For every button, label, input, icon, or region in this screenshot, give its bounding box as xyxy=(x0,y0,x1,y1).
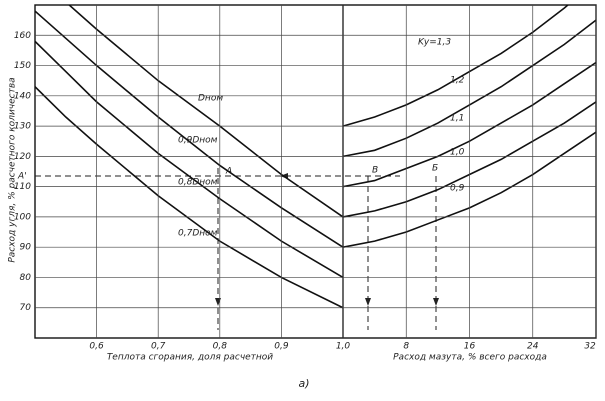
y-tick-label: 140 xyxy=(14,91,31,101)
y-tick-label: 100 xyxy=(14,212,31,222)
curve-label: 1,1 xyxy=(450,114,464,124)
curve-label: 0,9Dном xyxy=(178,136,218,146)
x-tick-label: 32 xyxy=(584,342,596,352)
x-axis-label: Теплота сгорания, доля расчетной xyxy=(107,353,273,363)
caption: а) xyxy=(298,377,309,390)
plot-area xyxy=(35,5,596,309)
curve xyxy=(35,40,344,279)
x-tick-label: 0,7 xyxy=(151,342,166,352)
annotation: В xyxy=(372,166,378,176)
curve-label: 0,7Dном xyxy=(178,229,218,239)
arrow xyxy=(215,173,439,306)
plot-frame xyxy=(34,4,597,339)
curve-label: 0,9 xyxy=(450,184,465,194)
x-tick-label: 0,6 xyxy=(89,342,104,352)
x-axis-label: Расход мазута, % всего расхода xyxy=(393,353,547,363)
curve xyxy=(35,86,344,309)
y-tick-label: 110 xyxy=(14,182,31,192)
curve-label: Kу=1,3 xyxy=(418,38,451,48)
y-tick-label: 80 xyxy=(20,273,32,283)
curve-label: 1,0 xyxy=(450,148,465,158)
annotation: Б xyxy=(432,164,438,174)
x-tick-label: 1,0 xyxy=(336,342,351,352)
y-tick-label: 150 xyxy=(14,61,31,71)
y-tick-label: 90 xyxy=(20,243,32,253)
curve-label: Dном xyxy=(198,94,223,104)
curve-label: 0,8Dном xyxy=(178,178,218,188)
y-tick-label: 70 xyxy=(20,303,32,313)
curve xyxy=(35,10,344,248)
x-tick-label: 24 xyxy=(527,342,539,352)
y-tick-label: 130 xyxy=(14,122,31,132)
curve-label: 1,2 xyxy=(450,76,465,86)
x-tick-label: 16 xyxy=(464,342,476,352)
x-tick-label: 0,8 xyxy=(213,342,228,352)
y-axis-label: Расход угля, % расчетного количества xyxy=(8,77,18,262)
x-tick-label: 0,9 xyxy=(274,342,289,352)
x-tick-label: 8 xyxy=(403,342,409,352)
y-tick-label: 120 xyxy=(14,152,31,162)
annotation: А' xyxy=(17,172,27,182)
y-tick-label: 160 xyxy=(14,31,31,41)
curve xyxy=(68,5,344,218)
